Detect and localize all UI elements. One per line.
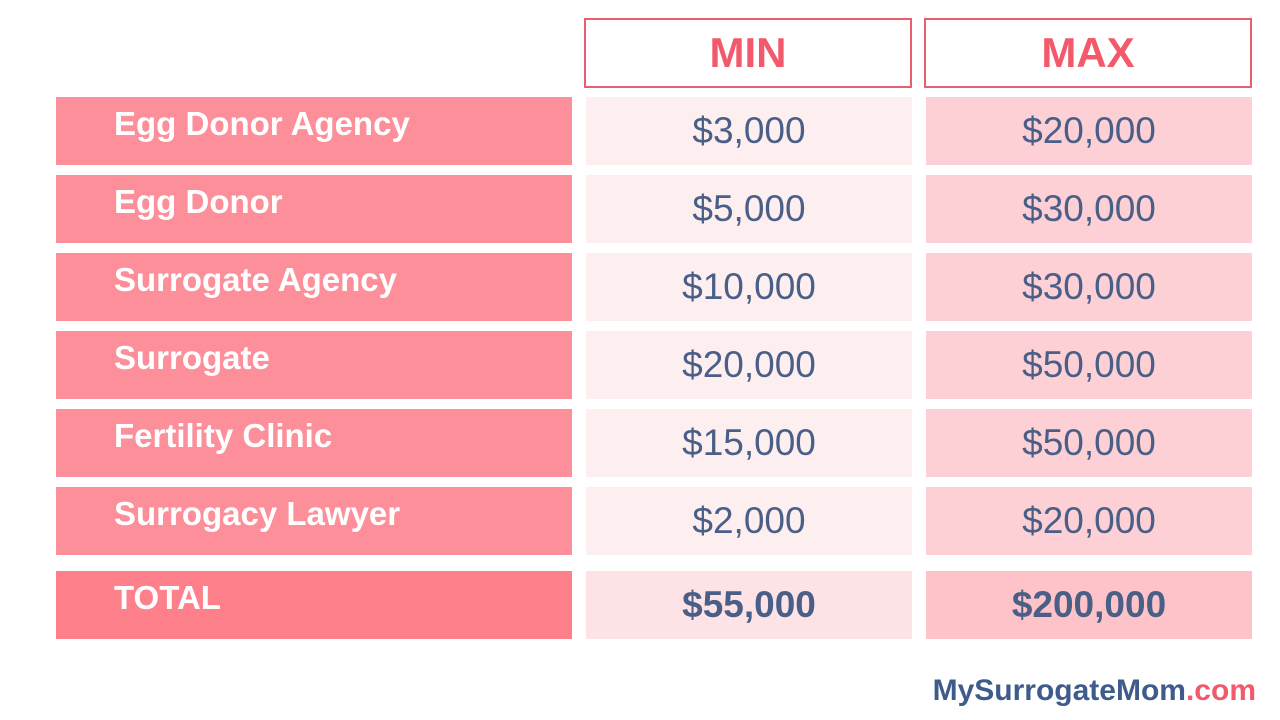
- min-value: $5,000: [586, 175, 912, 243]
- row-label: Egg Donor Agency: [56, 97, 572, 165]
- total-label: TOTAL: [56, 571, 572, 639]
- row-label: Fertility Clinic: [56, 409, 572, 477]
- row-label: Surrogate Agency: [56, 253, 572, 321]
- min-value: $10,000: [586, 253, 912, 321]
- max-value: $30,000: [926, 175, 1252, 243]
- min-value: $2,000: [586, 487, 912, 555]
- total-min: $55,000: [586, 571, 912, 639]
- max-value: $20,000: [926, 97, 1252, 165]
- row-label: Egg Donor: [56, 175, 572, 243]
- min-value: $15,000: [586, 409, 912, 477]
- row-label: Surrogate: [56, 331, 572, 399]
- brand: MySurrogateMom.com: [933, 674, 1256, 708]
- max-value: $20,000: [926, 487, 1252, 555]
- min-value: $3,000: [586, 97, 912, 165]
- total-max: $200,000: [926, 571, 1252, 639]
- min-value: $20,000: [586, 331, 912, 399]
- row-label: Surrogacy Lawyer: [56, 487, 572, 555]
- column-header: MIN: [584, 18, 912, 88]
- column-header: MAX: [924, 18, 1252, 88]
- max-value: $50,000: [926, 409, 1252, 477]
- brand-name: MySurrogateMom: [932, 674, 1186, 707]
- max-value: $30,000: [926, 253, 1252, 321]
- brand-tld: .com: [1185, 674, 1256, 707]
- max-value: $50,000: [926, 331, 1252, 399]
